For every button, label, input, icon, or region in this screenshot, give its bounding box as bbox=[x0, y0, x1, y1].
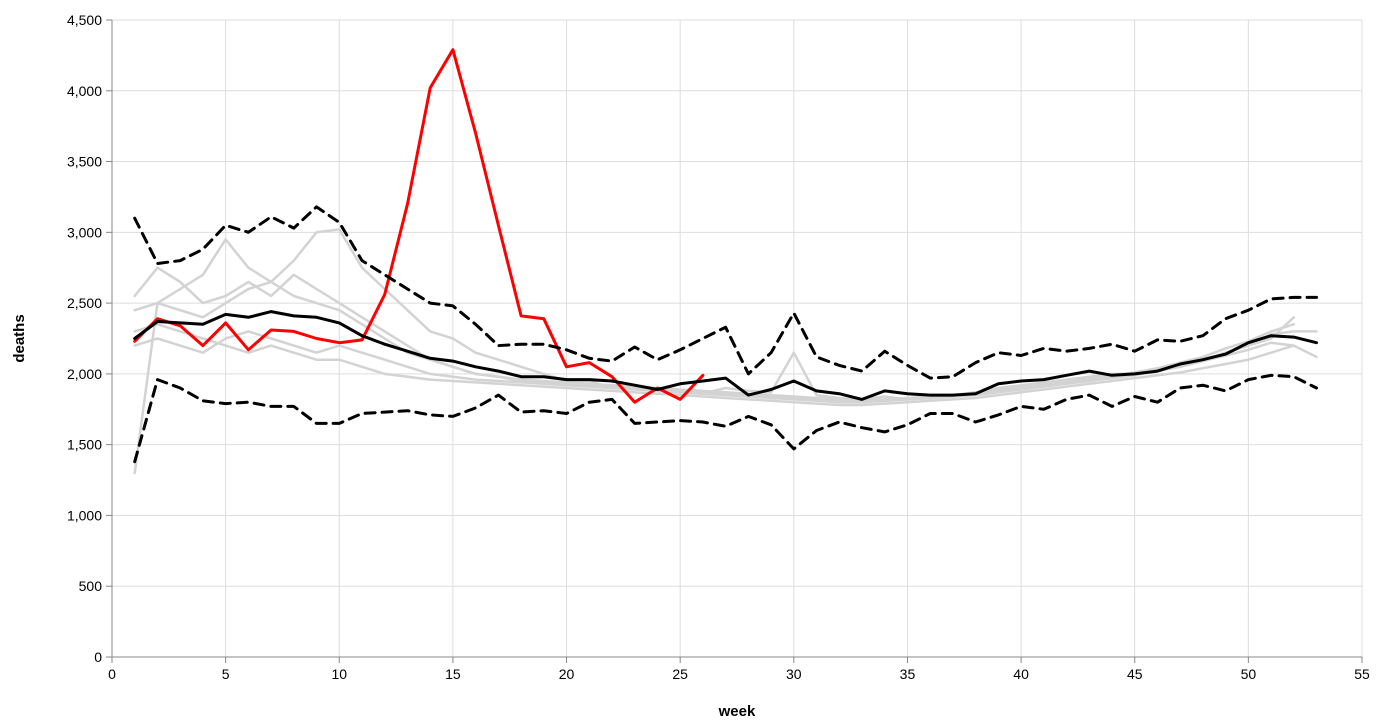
axes bbox=[106, 19, 1363, 663]
x-tick-label: 30 bbox=[786, 666, 802, 682]
y-tick-label: 1,000 bbox=[67, 507, 102, 523]
series bbox=[133, 48, 1318, 475]
y-tick-label: 500 bbox=[79, 578, 103, 594]
series-line-lower-bound bbox=[133, 373, 1318, 464]
y-tick-label: 4,500 bbox=[67, 12, 102, 28]
x-tick-label: 5 bbox=[222, 666, 230, 682]
x-tick-label: 55 bbox=[1354, 666, 1370, 682]
series-line-mean bbox=[133, 310, 1318, 401]
x-tick-label: 10 bbox=[331, 666, 347, 682]
x-axis-title: week bbox=[718, 703, 756, 720]
x-tick-label: 20 bbox=[559, 666, 575, 682]
y-tick-label: 0 bbox=[94, 649, 102, 665]
grid bbox=[111, 19, 1363, 658]
x-tick-label: 15 bbox=[445, 666, 461, 682]
x-tick-label: 50 bbox=[1241, 666, 1257, 682]
series-line-previous-years bbox=[133, 280, 1296, 403]
x-tick-label: 0 bbox=[108, 666, 116, 682]
y-tick-label: 4,000 bbox=[67, 83, 102, 99]
y-tick-label: 1,500 bbox=[67, 437, 102, 453]
tick-labels: 0 5 10 15 20 25 30 35 40 45 50 55 0 500 1,000 1,500 2,00… bbox=[67, 12, 1370, 682]
series-line-previous-years bbox=[133, 330, 1296, 404]
y-axis-title: deaths bbox=[11, 314, 28, 362]
y-tick-label: 2,500 bbox=[67, 295, 102, 311]
x-tick-label: 45 bbox=[1127, 666, 1143, 682]
x-tick-label: 25 bbox=[672, 666, 688, 682]
x-tick-label: 35 bbox=[900, 666, 916, 682]
series-line-upper-bound bbox=[133, 205, 1318, 380]
y-tick-label: 3,000 bbox=[67, 224, 102, 240]
y-tick-label: 3,500 bbox=[67, 154, 102, 170]
series-line-current-year bbox=[133, 48, 705, 404]
series-line-previous-years bbox=[133, 266, 1296, 404]
series-line-previous-years bbox=[133, 323, 1318, 407]
y-tick-label: 2,000 bbox=[67, 366, 102, 382]
x-tick-label: 40 bbox=[1013, 666, 1029, 682]
